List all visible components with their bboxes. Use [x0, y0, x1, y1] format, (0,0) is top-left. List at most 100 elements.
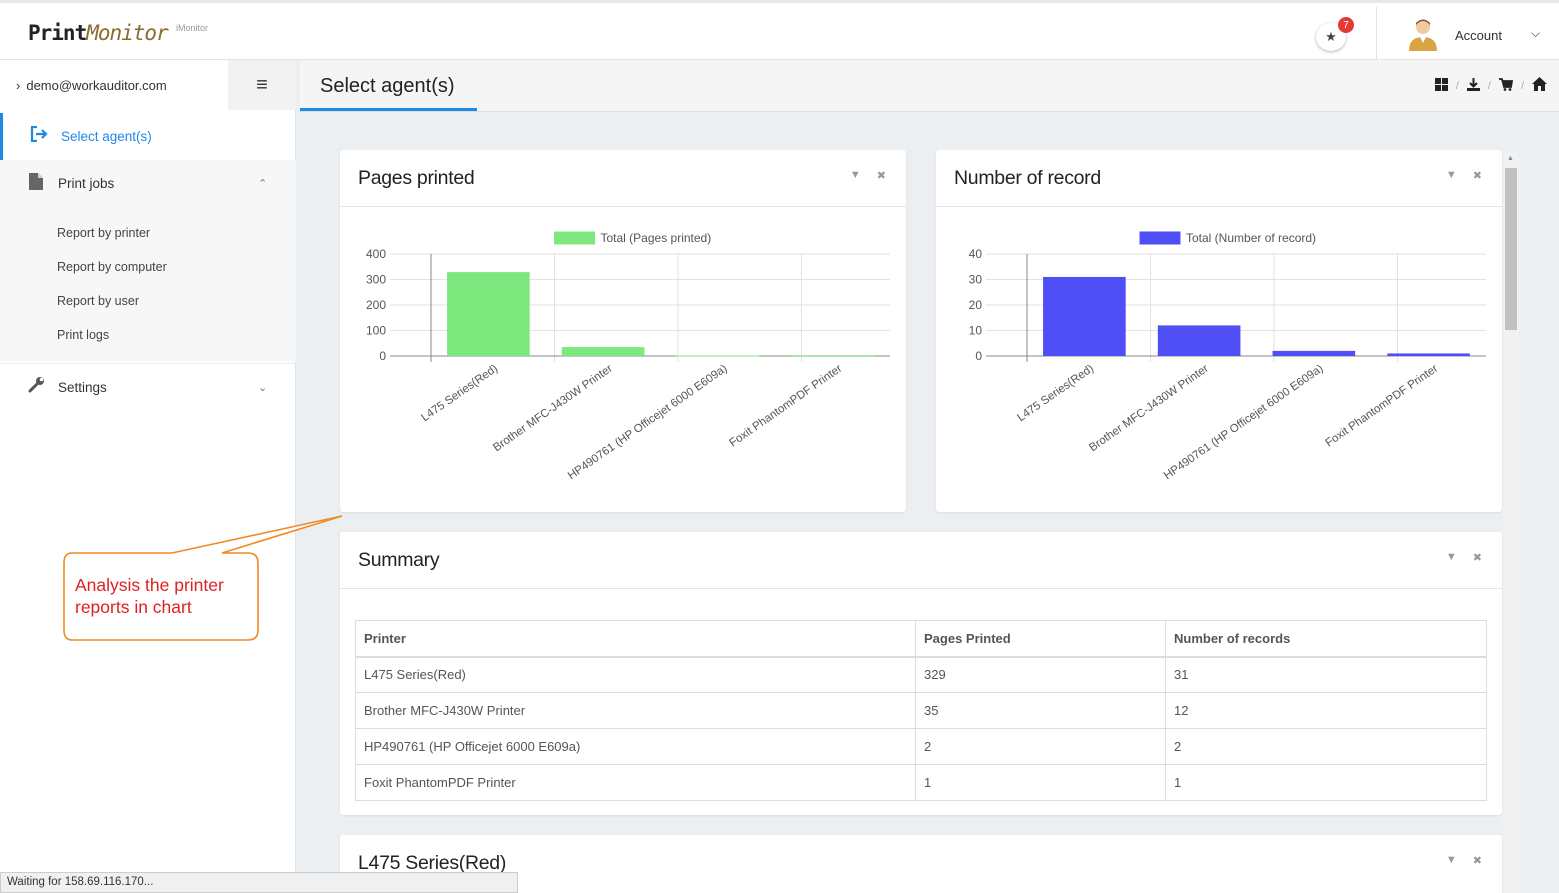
callout-text: Analysis the printer reports in chart — [75, 575, 224, 617]
hamburger-icon: ≡ — [256, 73, 268, 96]
legend-swatch — [1139, 231, 1181, 245]
chevron-right-icon: › — [16, 77, 21, 93]
y-tick-label: 30 — [969, 273, 983, 287]
sidebar-item-settings[interactable]: Settings ⌄ — [0, 363, 296, 410]
y-tick-label: 0 — [379, 349, 386, 363]
close-icon[interactable]: ✖ — [1472, 170, 1482, 182]
logo-sup: iMonitor — [176, 23, 209, 33]
summary-table: Printer Pages Printed Number of records … — [355, 620, 1487, 801]
account-menu[interactable]: Account — [1455, 28, 1502, 43]
print-jobs-submenu: Report by printer Report by computer Rep… — [0, 207, 296, 362]
sidebar-item-report-by-user[interactable]: Report by user — [57, 294, 139, 308]
scrollbar[interactable] — [1503, 152, 1519, 893]
cart-icon[interactable] — [1498, 77, 1513, 94]
avatar[interactable] — [1406, 17, 1440, 51]
table-cell: 12 — [1165, 692, 1487, 729]
panel-title: Number of record — [954, 167, 1101, 189]
sign-in-icon — [29, 125, 49, 147]
table-row: Brother MFC-J430W Printer 35 12 — [355, 692, 1487, 729]
y-tick-label: 200 — [366, 298, 386, 312]
x-tick-label: Brother MFC-J430W Printer — [491, 363, 615, 455]
scroll-up-arrow[interactable]: ▲ — [1507, 155, 1514, 162]
header-toolbar: / / / — [1434, 77, 1547, 94]
bar — [1157, 325, 1241, 356]
collapse-icon[interactable]: ▼ — [1445, 551, 1457, 563]
number-of-record-panel: Number of record ▼ ✖ Total (Number of re… — [936, 150, 1502, 512]
y-tick-label: 10 — [969, 324, 983, 338]
table-cell: 1 — [915, 764, 1166, 801]
y-tick-label: 300 — [366, 273, 386, 287]
table-cell: L475 Series(Red) — [355, 656, 916, 693]
table-cell: 329 — [915, 656, 1166, 693]
chevron-down-icon: ⌄ — [258, 381, 268, 394]
bar — [676, 355, 760, 357]
user-email: demo@workauditor.com — [26, 77, 167, 93]
sidebar-item-print-logs[interactable]: Print logs — [57, 328, 110, 342]
table-cell: 35 — [915, 692, 1166, 729]
top-header: PrintMonitor iMonitor ★ 7 Account ⌵ — [0, 0, 1559, 61]
table-cell: 2 — [915, 728, 1166, 765]
wrench-icon — [26, 376, 46, 398]
pages-printed-chart: Total (Pages printed) 0 100 200 300 400 L475 S… — [366, 231, 890, 482]
y-tick-label: 100 — [366, 324, 386, 338]
table-row: HP490761 (HP Officejet 6000 E609a) 2 2 — [355, 728, 1487, 765]
table-cell: Foxit PhantomPDF Printer — [355, 764, 916, 801]
table-header-row: Printer Pages Printed Number of records — [355, 620, 1487, 658]
panel-title: Pages printed — [358, 167, 475, 189]
close-icon[interactable]: ✖ — [1472, 552, 1482, 564]
divider — [1376, 7, 1377, 61]
sidebar: › demo@workauditor.com ≡ Select agent(s)… — [0, 60, 296, 893]
column-header[interactable]: Printer — [355, 620, 916, 658]
legend-label: Total (Number of record) — [1186, 231, 1316, 245]
star-icon: ★ — [1325, 29, 1337, 44]
printer-detail-panel: L475 Series(Red) ▼ ✖ — [340, 835, 1502, 893]
bar — [1043, 276, 1126, 356]
collapse-icon[interactable]: ▼ — [1445, 169, 1457, 181]
column-header[interactable]: Pages Printed — [915, 620, 1166, 658]
file-icon — [26, 172, 46, 195]
table-row: L475 Series(Red) 329 31 — [355, 656, 1487, 693]
y-tick-label: 20 — [969, 298, 983, 312]
y-tick-label: 40 — [969, 247, 983, 261]
close-icon[interactable]: ✖ — [1472, 855, 1482, 867]
x-tick-label: Brother MFC-J430W Printer — [1087, 363, 1211, 455]
user-account[interactable]: › demo@workauditor.com — [0, 60, 228, 110]
y-tick-label: 400 — [366, 247, 386, 261]
page-header: Select agent(s) / / / — [300, 60, 1559, 112]
bar — [561, 347, 645, 356]
menu-toggle-button[interactable]: ≡ — [228, 60, 296, 110]
summary-panel: Summary ▼ ✖ Printer Pages Printed Number… — [340, 532, 1502, 815]
windows-icon[interactable] — [1434, 77, 1448, 94]
x-tick-label: Foxit PhantomPDF Printer — [1324, 363, 1441, 450]
collapse-icon[interactable]: ▼ — [1445, 854, 1457, 866]
close-icon[interactable]: ✖ — [876, 170, 886, 182]
x-tick-label: L475 Series(Red) — [419, 363, 500, 425]
browser-status-bar: Waiting for 158.69.116.170... — [0, 872, 518, 893]
sidebar-item-report-by-printer[interactable]: Report by printer — [57, 226, 151, 240]
sidebar-item-select-agents[interactable]: Select agent(s) — [0, 113, 296, 160]
legend-swatch — [554, 231, 595, 245]
chevron-up-icon: ⌃ — [258, 178, 268, 190]
sidebar-item-print-jobs[interactable]: Print jobs ⌃ — [0, 160, 296, 207]
y-tick-label: 0 — [975, 349, 982, 363]
page-title: Select agent(s) — [320, 75, 455, 97]
table-row: Foxit PhantomPDF Printer 1 1 — [355, 764, 1487, 801]
title-underline — [300, 108, 477, 111]
app-logo[interactable]: PrintMonitor iMonitor — [28, 21, 209, 45]
column-header[interactable]: Number of records — [1165, 620, 1487, 658]
chevron-down-icon[interactable]: ⌵ — [1531, 26, 1541, 40]
pages-printed-panel: Pages printed ▼ ✖ Total (Pages printed) 0… — [340, 150, 906, 512]
table-cell: 1 — [1165, 764, 1487, 801]
bar — [1272, 350, 1356, 356]
panel-title: L475 Series(Red) — [358, 852, 507, 874]
download-icon[interactable] — [1466, 77, 1480, 94]
panel-title: Summary — [358, 549, 440, 571]
table-cell: 2 — [1165, 728, 1487, 765]
notification-badge: 7 — [1338, 17, 1354, 33]
home-icon[interactable] — [1532, 77, 1547, 94]
scrollbar-thumb[interactable] — [1505, 168, 1517, 330]
bar — [791, 355, 874, 357]
sidebar-item-report-by-computer[interactable]: Report by computer — [57, 260, 167, 274]
collapse-icon[interactable]: ▼ — [849, 169, 861, 181]
table-cell: Brother MFC-J430W Printer — [355, 692, 916, 729]
